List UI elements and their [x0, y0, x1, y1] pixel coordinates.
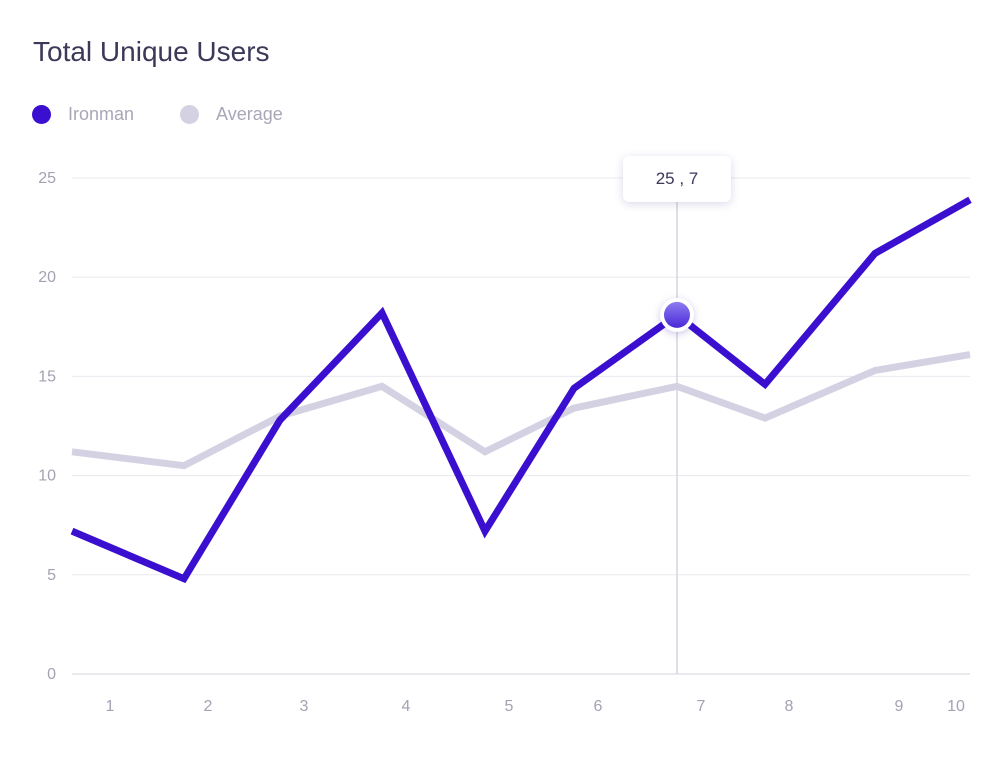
- x-axis: 1 2 3 4 5 6 7 8 9 10: [106, 698, 965, 715]
- data-point[interactable]: [378, 309, 386, 317]
- legend-label: Average: [216, 104, 283, 124]
- y-tick-label: 10: [38, 468, 56, 485]
- grid: [72, 177, 970, 675]
- data-point[interactable]: [68, 527, 76, 535]
- y-tick-label: 15: [38, 368, 56, 385]
- y-tick-label: 20: [38, 269, 56, 286]
- y-tick-label: 25: [38, 170, 56, 187]
- highlight-layer: [660, 297, 694, 332]
- data-point[interactable]: [871, 366, 879, 374]
- x-tick-label: 3: [300, 698, 309, 715]
- data-point[interactable]: [180, 575, 188, 583]
- data-point[interactable]: [276, 416, 284, 424]
- data-point[interactable]: [761, 380, 769, 388]
- chart-title: Total Unique Users: [33, 36, 270, 67]
- data-point[interactable]: [180, 462, 188, 470]
- x-tick-label: 4: [402, 698, 411, 715]
- series-line-average[interactable]: [71, 351, 971, 470]
- x-tick-label: 10: [947, 698, 965, 715]
- data-point[interactable]: [68, 448, 76, 456]
- data-point[interactable]: [966, 196, 974, 204]
- legend-item-average[interactable]: Average: [180, 104, 283, 125]
- y-tick-label: 0: [47, 666, 56, 683]
- x-tick-label: 1: [106, 698, 115, 715]
- legend: Ironman Average: [32, 104, 329, 125]
- data-point[interactable]: [871, 249, 879, 257]
- x-tick-label: 5: [505, 698, 514, 715]
- legend-label: Ironman: [68, 104, 135, 124]
- x-tick-label: 2: [204, 698, 213, 715]
- data-point[interactable]: [673, 382, 681, 390]
- x-tick-label: 8: [785, 698, 794, 715]
- data-point[interactable]: [481, 448, 489, 456]
- highlight-marker[interactable]: [664, 301, 690, 328]
- series-line-ironman[interactable]: [70, 196, 972, 584]
- series-layer: [68, 196, 974, 584]
- data-point[interactable]: [761, 414, 769, 422]
- x-tick-label: 7: [697, 698, 706, 715]
- x-tick-label: 6: [594, 698, 603, 715]
- y-tick-label: 5: [47, 567, 56, 584]
- data-point[interactable]: [570, 384, 578, 392]
- legend-dot-icon: [180, 105, 200, 124]
- data-point[interactable]: [570, 404, 578, 412]
- tooltip: 25 , 7: [623, 156, 731, 202]
- legend-dot-icon: [32, 105, 51, 124]
- data-point[interactable]: [378, 382, 386, 390]
- data-point[interactable]: [481, 527, 489, 535]
- y-axis: 0 5 10 15 20 25: [38, 170, 56, 683]
- x-tick-label: 9: [895, 698, 904, 715]
- data-point[interactable]: [966, 351, 974, 359]
- legend-item-ironman[interactable]: Ironman: [32, 104, 134, 125]
